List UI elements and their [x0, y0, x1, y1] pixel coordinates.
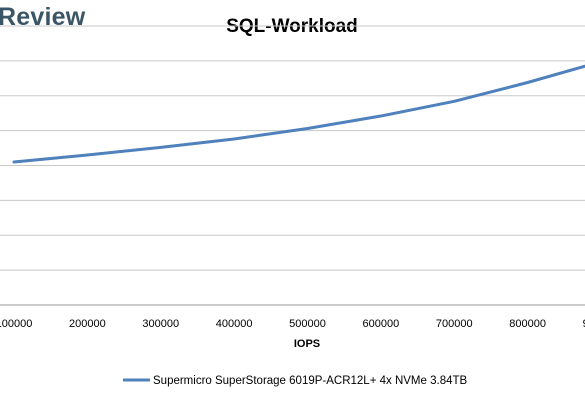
- x-tick-label: 900000: [583, 318, 585, 330]
- series-line-0: [12, 64, 585, 164]
- x-tick-label: 400000: [216, 318, 253, 330]
- x-tick-label: 600000: [363, 318, 400, 330]
- legend-label: Supermicro SuperStorage 6019P-ACR12L+ 4x…: [153, 375, 468, 387]
- gridlines: [0, 25, 585, 306]
- legend: Supermicro SuperStorage 6019P-ACR12L+ 4x…: [123, 375, 468, 387]
- x-tick-label: 200000: [69, 318, 106, 330]
- x-tick-label: 500000: [289, 318, 326, 330]
- x-tick-label: 700000: [436, 318, 473, 330]
- x-tick-label: 800000: [509, 318, 546, 330]
- x-axis-ticks: 100000 200000 300000 400000 500000 600000 7000…: [0, 318, 585, 330]
- series-lines: [12, 64, 585, 164]
- x-tick-label: 300000: [142, 318, 179, 330]
- x-tick-label: 100000: [0, 318, 32, 330]
- x-axis-label: IOPS: [294, 338, 320, 350]
